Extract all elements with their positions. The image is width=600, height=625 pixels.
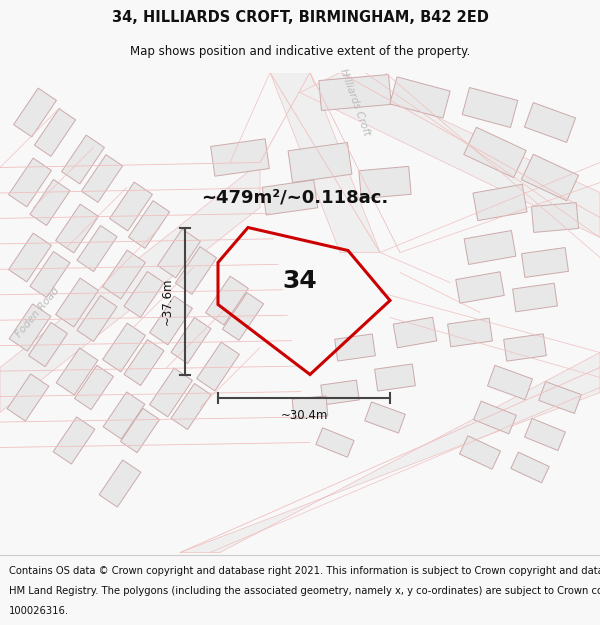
Polygon shape — [7, 374, 49, 421]
Polygon shape — [464, 231, 516, 264]
Polygon shape — [321, 380, 359, 405]
Polygon shape — [0, 162, 260, 412]
Polygon shape — [8, 233, 52, 282]
Polygon shape — [29, 322, 67, 367]
Polygon shape — [30, 251, 70, 298]
Polygon shape — [365, 402, 406, 433]
Polygon shape — [82, 154, 122, 202]
Polygon shape — [390, 77, 450, 118]
Polygon shape — [74, 366, 113, 409]
Polygon shape — [524, 102, 575, 142]
Polygon shape — [393, 318, 437, 348]
Polygon shape — [292, 396, 328, 419]
Text: Foden Road: Foden Road — [14, 286, 62, 339]
Polygon shape — [103, 323, 145, 372]
Polygon shape — [456, 272, 504, 303]
Polygon shape — [124, 271, 164, 318]
Polygon shape — [532, 202, 578, 232]
Text: HM Land Registry. The polygons (including the associated geometry, namely x, y c: HM Land Registry. The polygons (includin… — [9, 586, 600, 596]
Polygon shape — [30, 179, 70, 226]
Polygon shape — [158, 229, 200, 278]
Polygon shape — [8, 158, 52, 207]
Polygon shape — [9, 304, 51, 351]
Polygon shape — [521, 248, 568, 278]
Polygon shape — [359, 166, 411, 199]
Text: Hilliards Croft: Hilliards Croft — [338, 68, 372, 138]
Polygon shape — [77, 226, 117, 271]
Polygon shape — [128, 201, 170, 248]
Text: Contains OS data © Crown copyright and database right 2021. This information is : Contains OS data © Crown copyright and d… — [9, 566, 600, 576]
Polygon shape — [460, 436, 500, 469]
Polygon shape — [288, 142, 352, 182]
Polygon shape — [448, 318, 493, 347]
Polygon shape — [175, 247, 217, 294]
Polygon shape — [539, 382, 581, 413]
Polygon shape — [503, 334, 547, 361]
Polygon shape — [464, 127, 526, 177]
Polygon shape — [103, 250, 145, 299]
Polygon shape — [171, 318, 211, 364]
Polygon shape — [99, 460, 141, 507]
Text: ~30.4m: ~30.4m — [280, 409, 328, 422]
Text: ~37.6m: ~37.6m — [161, 278, 173, 325]
Polygon shape — [77, 296, 117, 341]
Polygon shape — [14, 88, 56, 137]
Polygon shape — [206, 276, 248, 325]
Polygon shape — [319, 74, 391, 111]
Polygon shape — [149, 296, 193, 345]
Polygon shape — [521, 154, 578, 201]
Polygon shape — [211, 139, 269, 176]
Text: Map shows position and indicative extent of the property.: Map shows position and indicative extent… — [130, 45, 470, 58]
Polygon shape — [103, 392, 145, 439]
Polygon shape — [56, 348, 98, 395]
Polygon shape — [512, 283, 557, 312]
Polygon shape — [300, 72, 600, 238]
Polygon shape — [197, 342, 239, 391]
Polygon shape — [473, 401, 517, 434]
Polygon shape — [62, 135, 104, 184]
Text: ~479m²/~0.118ac.: ~479m²/~0.118ac. — [202, 189, 389, 206]
Text: 100026316.: 100026316. — [9, 606, 69, 616]
Polygon shape — [316, 428, 354, 458]
Polygon shape — [124, 339, 164, 386]
Polygon shape — [374, 364, 415, 391]
Polygon shape — [270, 72, 380, 253]
Polygon shape — [110, 182, 152, 231]
Polygon shape — [56, 278, 98, 327]
Polygon shape — [171, 384, 211, 429]
Polygon shape — [524, 419, 565, 451]
Polygon shape — [262, 180, 317, 215]
Polygon shape — [56, 204, 98, 253]
Polygon shape — [180, 352, 600, 552]
Polygon shape — [462, 88, 518, 128]
Polygon shape — [223, 292, 263, 341]
Polygon shape — [121, 408, 160, 452]
Polygon shape — [34, 109, 76, 156]
Text: 34: 34 — [283, 269, 317, 292]
Polygon shape — [53, 417, 95, 464]
Polygon shape — [511, 452, 549, 483]
Polygon shape — [335, 334, 376, 361]
Text: 34, HILLIARDS CROFT, BIRMINGHAM, B42 2ED: 34, HILLIARDS CROFT, BIRMINGHAM, B42 2ED — [112, 11, 488, 26]
Polygon shape — [149, 368, 193, 417]
Polygon shape — [487, 366, 533, 399]
Polygon shape — [473, 184, 527, 221]
